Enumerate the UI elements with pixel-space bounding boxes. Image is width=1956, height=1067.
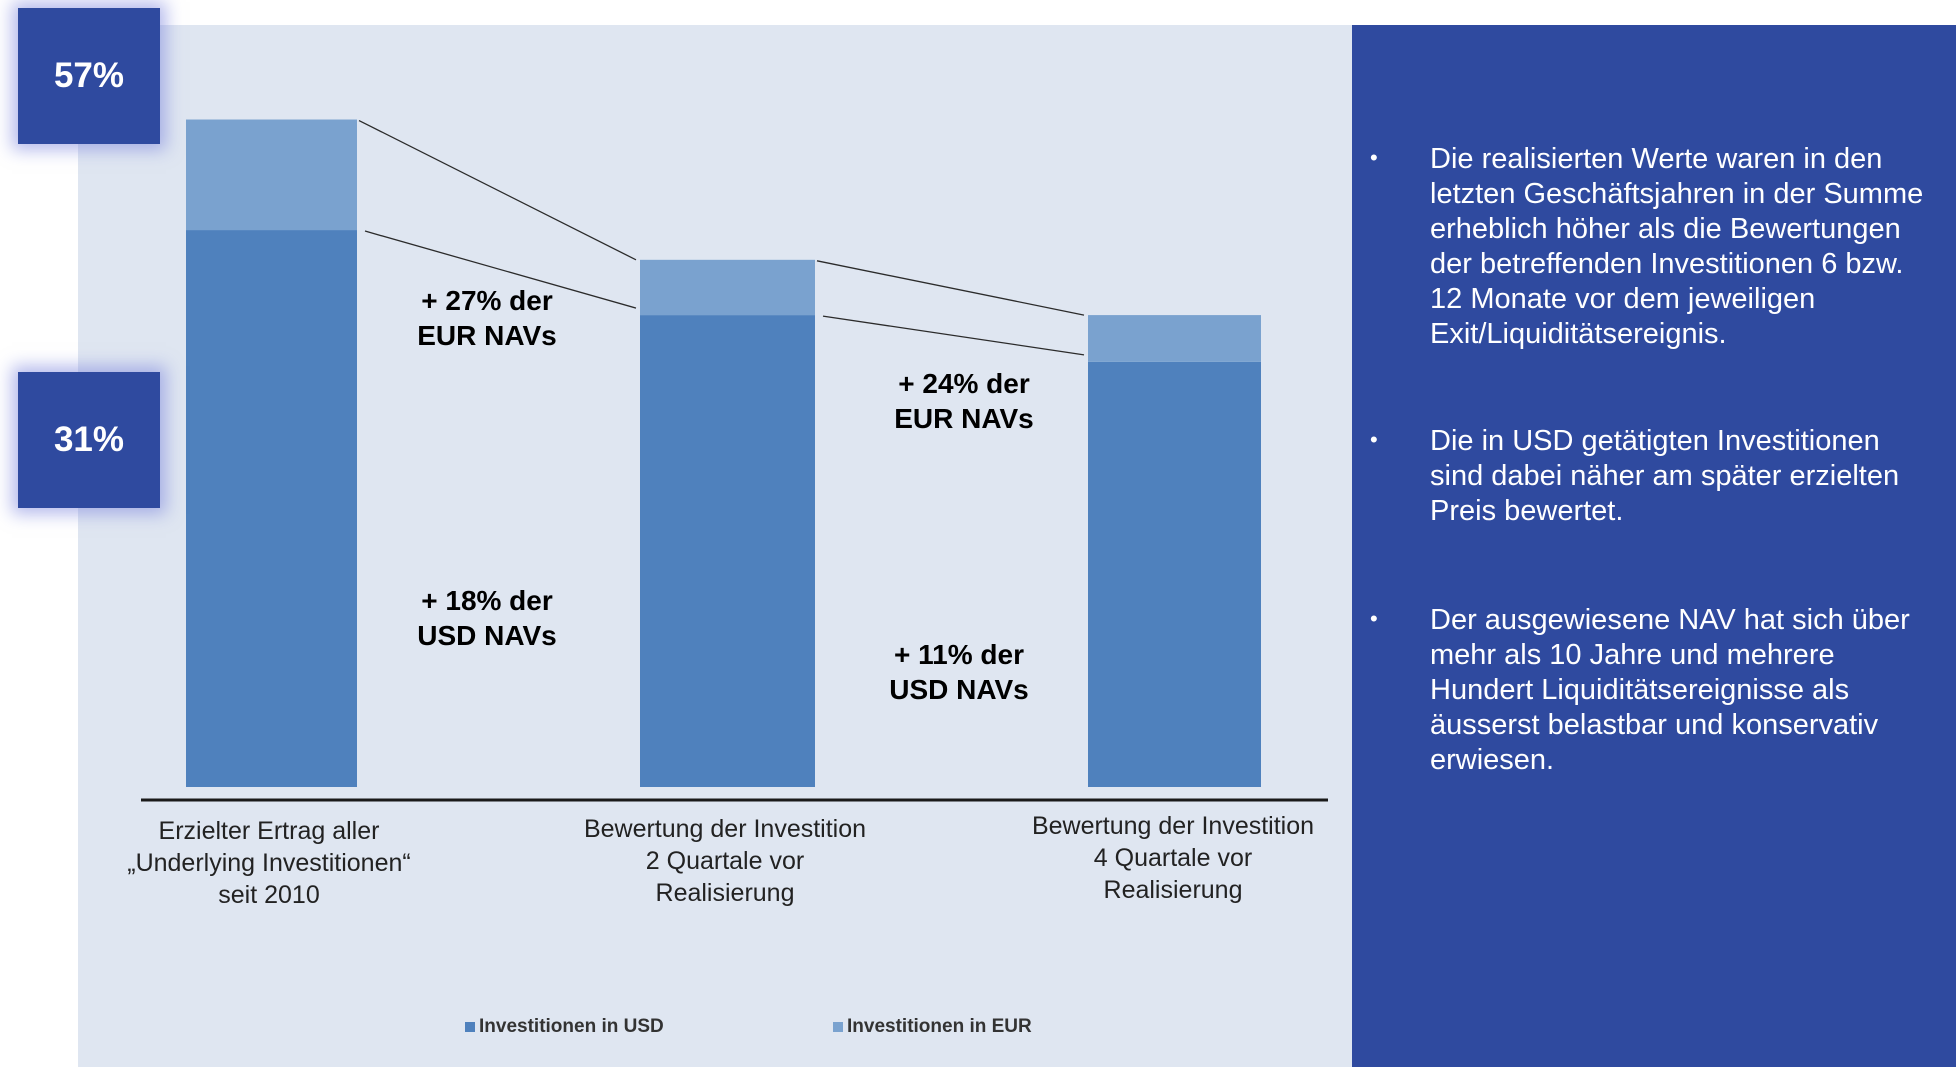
connector-line-eur-1 — [358, 119, 637, 261]
annotation-usd-2: + 11% der USD NAVs — [839, 637, 1079, 707]
bullet-text-3: Der ausgewiesene NAV hat sich über mehr … — [1430, 604, 1910, 776]
x-tick-label: Erzielter Ertrag aller — [158, 817, 380, 845]
legend-item-eur: Investitionen in EUR — [833, 1016, 1032, 1038]
annotation-eur-1: + 27% der EUR NAVs — [367, 283, 607, 353]
x-tick-label: 2 Quartale vor — [645, 847, 805, 875]
annotation-line: + 24% der — [898, 368, 1030, 399]
x-tick-label: Realisierung — [655, 879, 795, 907]
x-tick-label: 4 Quartale vor — [1093, 844, 1253, 872]
chart-svg — [141, 119, 1328, 802]
x-category-2: Bewertung der Investition 2 Quartale vor… — [545, 813, 905, 909]
bar-eur-3 — [1088, 315, 1261, 362]
annotation-line: + 11% der — [894, 639, 1024, 670]
annotation-line: EUR NAVs — [417, 320, 557, 351]
annotation-line: + 27% der — [421, 285, 553, 316]
bar-usd-3 — [1088, 361, 1261, 787]
x-tick-label: seit 2010 — [218, 881, 320, 909]
bullet-marker: • — [1370, 606, 1378, 631]
bullet-text-2: Die in USD getätigten Investitionen sind… — [1430, 425, 1900, 527]
x-tick-label: Realisierung — [1103, 876, 1243, 904]
legend-swatch-eur — [833, 1022, 843, 1032]
connector-line-usd-2 — [822, 315, 1085, 356]
x-tick-label: Bewertung der Investition — [1031, 812, 1315, 840]
legend-item-usd: Investitionen in USD — [465, 1016, 664, 1038]
x-category-3: Bewertung der Investition 4 Quartale vor… — [993, 810, 1353, 906]
legend-label-usd: Investitionen in USD — [479, 1016, 664, 1037]
callout-eur-percentage: 57% — [18, 8, 160, 144]
connector-line-usd-1 — [364, 230, 637, 309]
x-category-1: Erzielter Ertrag aller „Underlying Inves… — [89, 815, 449, 911]
legend-swatch-usd — [465, 1022, 475, 1032]
bar-usd-2 — [640, 315, 815, 787]
legend-label-eur: Investitionen in EUR — [847, 1016, 1032, 1037]
x-tick-label: Bewertung der Investition — [583, 815, 867, 843]
annotation-eur-2: + 24% der EUR NAVs — [844, 366, 1084, 436]
callout-usd-percentage: 31% — [18, 372, 160, 508]
annotation-usd-1: + 18% der USD NAVs — [367, 583, 607, 653]
side-panel: • Die realisierten Werte waren in den le… — [1352, 25, 1956, 1067]
annotation-line: EUR NAVs — [894, 403, 1034, 434]
bullet-marker: • — [1370, 145, 1378, 170]
bar-eur-1 — [186, 119, 357, 231]
annotation-line: USD NAVs — [417, 620, 557, 651]
annotation-line: + 18% der — [421, 585, 553, 616]
bar-usd-1 — [186, 230, 357, 788]
connector-line-eur-2 — [816, 260, 1085, 316]
annotation-line: USD NAVs — [889, 674, 1029, 705]
bullet-marker: • — [1370, 427, 1378, 452]
chart-panel: + 27% der EUR NAVs + 18% der USD NAVs + … — [78, 25, 1352, 1067]
bar-eur-2 — [640, 259, 815, 316]
bullet-text-1: Die realisierten Werte waren in den letz… — [1430, 143, 1924, 350]
x-tick-label: „Underlying Investitionen“ — [127, 849, 411, 877]
